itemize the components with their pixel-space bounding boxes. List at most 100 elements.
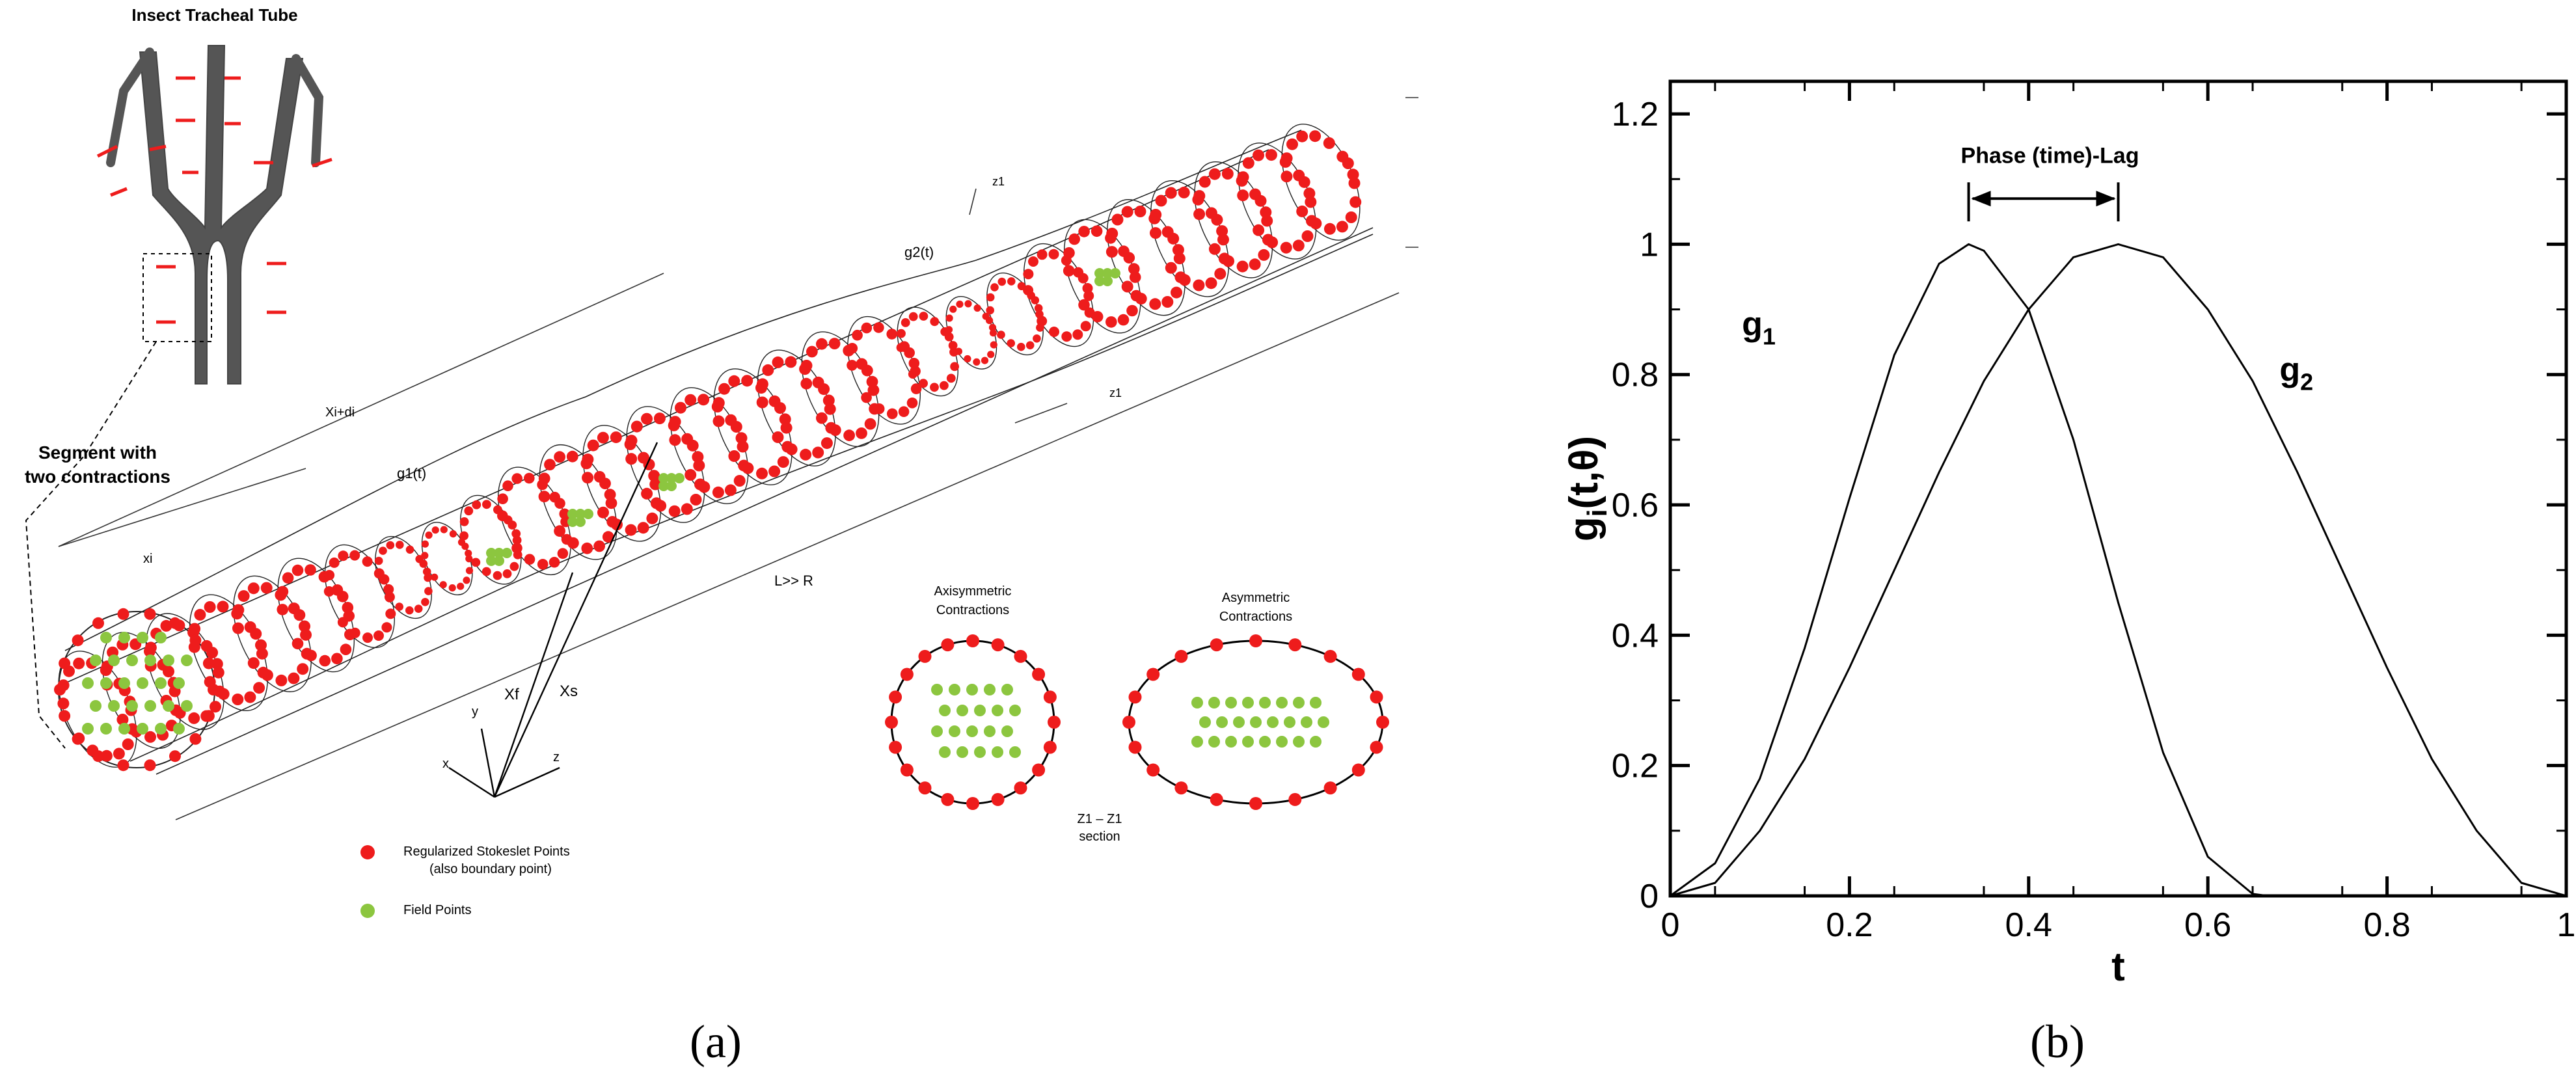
- stokeslet-point: [1129, 271, 1141, 283]
- stokeslet-point: [275, 674, 288, 686]
- field-point: [1310, 736, 1322, 748]
- stokeslet-point: [1034, 304, 1043, 313]
- stokeslet-point: [1105, 246, 1118, 258]
- z1-top-label: z1: [992, 175, 1005, 188]
- stokeslet-point: [901, 318, 910, 327]
- stokeslet-point: [232, 622, 244, 634]
- trachea-drawing: [106, 45, 324, 385]
- field-point: [1267, 716, 1279, 728]
- field-point: [1259, 736, 1271, 748]
- stokeslet-point: [582, 472, 594, 484]
- stokeslet-point: [945, 314, 953, 322]
- stokeslet-point: [424, 573, 432, 582]
- stokeslet-point: [144, 608, 156, 620]
- legend-field-marker: [360, 904, 375, 918]
- mesh-ring: [497, 466, 571, 576]
- stokeslet-point: [1193, 208, 1206, 221]
- field-point: [992, 746, 1003, 758]
- stokeslet-point: [379, 574, 390, 585]
- stokeslet-point: [502, 480, 513, 491]
- stokeslet-point: [1351, 763, 1365, 777]
- stokeslet-point: [396, 541, 404, 549]
- field-point: [82, 723, 94, 735]
- stokeslet-point: [305, 649, 317, 662]
- stokeslet-point: [1342, 157, 1354, 169]
- field-point: [956, 705, 968, 716]
- stokeslet-point: [1211, 213, 1223, 226]
- stokeslet-point: [730, 421, 742, 433]
- stokeslet-point: [457, 582, 465, 590]
- stokeslet-point: [941, 638, 955, 652]
- stokeslet-point: [511, 529, 521, 539]
- field-point: [658, 473, 669, 483]
- field-point: [163, 655, 174, 666]
- stokeslet-point: [997, 331, 1005, 339]
- field-point: [486, 548, 496, 558]
- stokeslet-point: [1199, 176, 1211, 188]
- field-point: [1102, 276, 1113, 286]
- stokeslet-point: [997, 277, 1007, 286]
- field-point: [666, 473, 677, 483]
- stokeslet-point: [1242, 157, 1254, 169]
- stokeslet-point: [277, 586, 289, 598]
- stokeslet-point: [728, 375, 740, 387]
- stokeslet-point: [250, 628, 262, 640]
- stokeslet-point: [986, 306, 994, 315]
- stokeslet-point: [1249, 258, 1261, 271]
- stokeslet-point: [1150, 209, 1162, 221]
- field-point: [1102, 268, 1113, 278]
- field-point: [181, 655, 193, 666]
- x-tick-label: 0.8: [2363, 906, 2410, 944]
- field-point: [984, 725, 996, 737]
- stokeslet-point: [889, 690, 902, 704]
- stokeslet-point: [1014, 649, 1027, 663]
- stokeslet-point: [160, 619, 172, 632]
- stokeslet-point: [1288, 638, 1302, 652]
- stokeslet-point: [524, 554, 536, 565]
- stokeslet-point: [1146, 668, 1160, 681]
- stokeslet-point: [824, 403, 836, 415]
- stokeslet-point: [1288, 792, 1302, 806]
- stokeslet-point: [113, 748, 125, 760]
- mesh-ring: [1194, 161, 1273, 278]
- y-tick-label: 0.6: [1612, 487, 1659, 524]
- stokeslet-point: [1281, 152, 1293, 165]
- stokeslet-point: [669, 434, 681, 446]
- segment-leader: [25, 341, 157, 749]
- mesh-ring: [670, 387, 749, 504]
- stokeslet-point: [116, 714, 129, 725]
- stokeslet-point: [945, 326, 953, 334]
- stokeslet-point: [685, 394, 697, 406]
- stokeslet-point: [1149, 298, 1161, 310]
- stokeslet-point: [512, 535, 522, 545]
- field-point: [1225, 697, 1237, 709]
- stokeslet-point: [648, 470, 660, 482]
- stokeslet-point: [549, 556, 560, 568]
- stokeslet-point: [299, 620, 310, 632]
- stokeslet-point: [323, 586, 334, 597]
- stokeslet-point: [1351, 668, 1365, 681]
- stokeslet-point: [385, 594, 394, 602]
- stokeslet-point: [1106, 228, 1119, 239]
- stokeslet-point: [212, 666, 224, 679]
- stokeslet-point: [712, 397, 725, 409]
- stokeslet-point: [293, 609, 306, 621]
- stokeslet-point: [463, 576, 470, 584]
- stokeslet-point: [812, 446, 824, 459]
- stokeslet-point: [1208, 243, 1221, 255]
- stokeslet-point: [818, 383, 830, 396]
- stokeslet-point: [822, 394, 835, 407]
- pressure-arrows: [96, 76, 332, 324]
- stokeslet-point: [472, 500, 481, 509]
- stokeslet-point: [169, 617, 181, 629]
- stokeslet-point: [779, 413, 791, 425]
- stokeslet-point: [1253, 224, 1265, 236]
- x-tick-label: 0.2: [1826, 906, 1873, 944]
- stokeslet-point: [948, 341, 958, 350]
- stokeslet-point: [847, 360, 858, 371]
- legend-stokeslet-marker: [360, 845, 375, 859]
- stokeslet-point: [597, 431, 609, 444]
- stokeslet-point: [630, 420, 643, 433]
- stokeslet-point: [1037, 249, 1048, 260]
- stokeslet-point: [1167, 232, 1180, 245]
